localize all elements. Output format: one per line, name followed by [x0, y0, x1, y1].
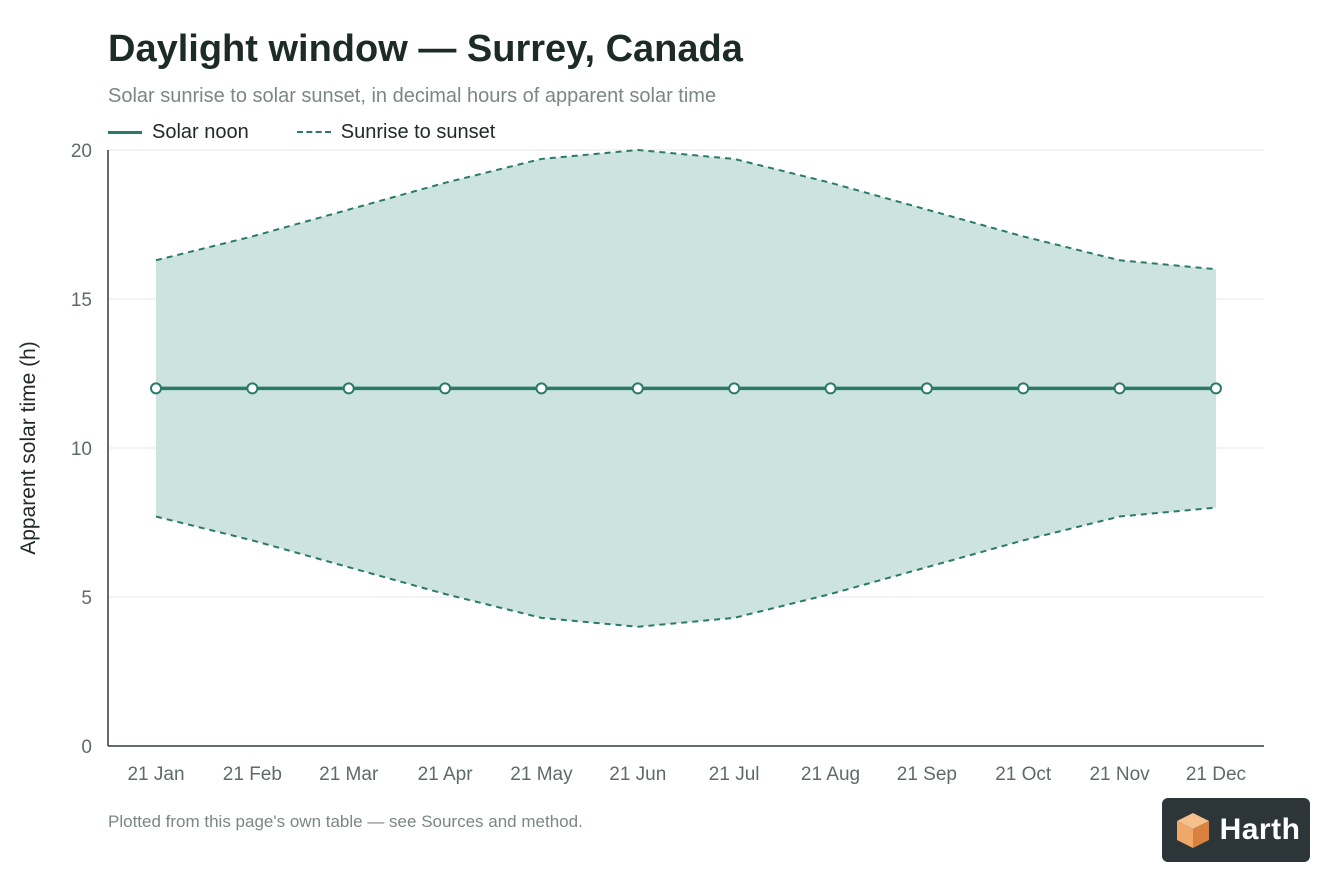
solar-noon-point-1	[150, 382, 162, 395]
x-tick-label-8: 21 Aug	[801, 764, 860, 785]
x-tick-label-5: 21 May	[510, 764, 573, 785]
solar-noon-point-10	[1017, 382, 1030, 395]
x-tick-label-3: 21 Mar	[319, 764, 379, 785]
x-tick-label-11: 21 Nov	[1089, 764, 1150, 785]
x-tick-label-6: 21 Jun	[609, 764, 666, 785]
x-tick-label-4: 21 Apr	[418, 764, 474, 785]
legend-label-solar-noon: Solar noon	[152, 120, 249, 143]
solar-noon-point-5	[535, 382, 548, 395]
y-axis-label: Apparent solar time (h)	[17, 341, 40, 555]
solar-noon-point-8	[824, 382, 837, 395]
solar-noon-point-6	[631, 382, 644, 395]
solar-noon-point-11	[1113, 382, 1126, 395]
x-tick-label-12: 21 Dec	[1186, 764, 1246, 785]
chart-subtitle: Solar sunrise to solar sunset, in decima…	[108, 85, 717, 107]
logo-text: Harth	[1219, 813, 1301, 846]
legend-swatch-solid-line	[108, 130, 142, 134]
x-tick-label-7: 21 Jul	[709, 764, 760, 785]
solar-noon-point-4	[439, 382, 452, 395]
chart-title: Daylight window — Surrey, Canada	[108, 28, 743, 70]
legend-item-sunrise-sunset: Sunrise to sunset	[296, 120, 496, 144]
sunset-line	[155, 148, 1217, 271]
harth-logo: Harth	[1162, 798, 1310, 862]
y-tick-label-10: 10	[71, 439, 92, 460]
solar-noon-point-2	[246, 382, 259, 395]
cube-icon	[1176, 813, 1209, 848]
footnote: Plotted from this page's own table — see…	[108, 812, 583, 831]
y-tick-label-15: 15	[71, 290, 92, 311]
solar-noon-point-9	[920, 382, 933, 395]
solar-noon-point-12	[1209, 382, 1222, 395]
chart-legend: Solar noon Sunrise to sunset	[108, 120, 543, 144]
y-tick-label-0: 0	[81, 737, 92, 758]
x-tick-label-9: 21 Sep	[897, 764, 957, 785]
solar-noon-point-3	[342, 382, 355, 395]
legend-swatch-dashed-line	[296, 131, 331, 133]
x-tick-label-10: 21 Oct	[995, 764, 1052, 785]
legend-label-sunrise-sunset: Sunrise to sunset	[340, 120, 496, 143]
sunrise-line	[155, 506, 1217, 628]
solar-noon-point-7	[728, 382, 741, 395]
x-tick-label-1: 21 Jan	[127, 764, 184, 785]
x-tick-label-2: 21 Feb	[223, 764, 282, 785]
y-tick-label-20: 20	[71, 141, 92, 162]
daylight-chart: 0 5 10 15 20 21 Jan 21 Feb 21 Mar 21 Apr 21 May 21…	[17, 141, 1264, 785]
y-tick-label-5: 5	[81, 588, 92, 609]
legend-item-solar-noon: Solar noon	[108, 121, 249, 144]
